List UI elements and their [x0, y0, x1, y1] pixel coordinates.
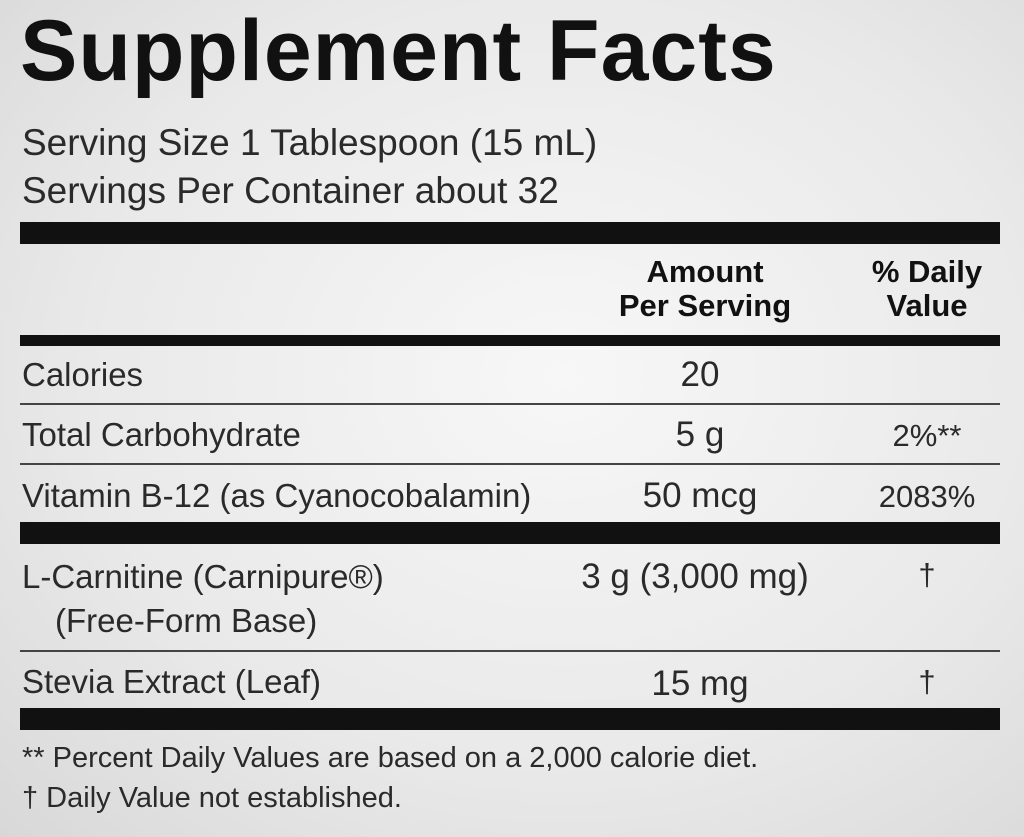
- divider-thick: [20, 222, 1000, 244]
- row-dv: †: [918, 557, 936, 592]
- footnote-percent-dv: ** Percent Daily Values are based on a 2…: [22, 742, 759, 774]
- dv-header-line2: Value: [886, 288, 968, 323]
- amount-header-line2: Per Serving: [618, 288, 792, 323]
- divider-thick: [20, 708, 1000, 730]
- row-name-sub: (Free-Form Base): [55, 602, 318, 639]
- amount-header: Amount Per Serving: [540, 255, 870, 323]
- row-amount: 50 mcg: [642, 476, 758, 515]
- footnote-dagger: † Daily Value not established.: [22, 782, 402, 814]
- servings-per-container: Servings Per Container about 32: [22, 170, 559, 211]
- divider-thick: [20, 522, 1000, 544]
- row-name: Total Carbohydrate: [22, 416, 301, 453]
- dv-header-line1: % Daily: [871, 254, 983, 289]
- amount-header-line1: Amount: [646, 254, 764, 289]
- row-name: Stevia Extract (Leaf): [22, 663, 321, 700]
- row-name: Vitamin B-12 (as Cyanocobalamin): [22, 477, 532, 514]
- divider-thin: [20, 650, 1000, 652]
- row-amount: 3 g (3,000 mg): [581, 557, 809, 596]
- row-dv: 2%**: [892, 418, 962, 453]
- row-dv: †: [918, 664, 936, 699]
- row-dv: 2083%: [878, 479, 976, 514]
- row-name: Calories: [22, 356, 144, 393]
- row-amount: 15 mg: [651, 664, 749, 703]
- divider-medium: [20, 335, 1000, 346]
- label-title: Supplement Facts: [20, 3, 777, 99]
- row-amount: 5 g: [675, 415, 725, 454]
- daily-value-header: % Daily Value: [847, 255, 1007, 323]
- divider-thin: [20, 403, 1000, 405]
- row-amount: 20: [680, 355, 720, 394]
- serving-size: Serving Size 1 Tablespoon (15 mL): [22, 122, 598, 163]
- divider-thin: [20, 463, 1000, 465]
- row-name: L-Carnitine (Carnipure®): [22, 558, 384, 595]
